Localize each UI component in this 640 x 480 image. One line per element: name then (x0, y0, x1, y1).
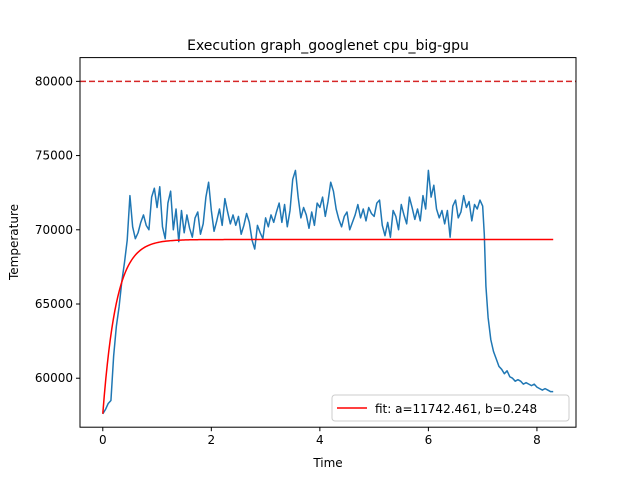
legend-entry-fit: fit: a=11742.461, b=0.248 (375, 402, 537, 416)
x-tick-label: 8 (533, 433, 541, 447)
y-axis-label: Temperature (7, 204, 21, 281)
y-tick-label: 60000 (35, 371, 73, 385)
fit-curve-line (102, 238, 554, 414)
y-tick-label: 65000 (35, 297, 73, 311)
y-tick-label: 80000 (35, 74, 73, 88)
y-tick-label: 75000 (35, 149, 73, 163)
plot-area (80, 80, 576, 415)
chart-title: Execution graph_googlenet cpu_big-gpu (187, 38, 469, 54)
axis-ticks: 0 2 4 6 8 60000 65000 70000 75000 80000 (35, 74, 541, 447)
x-axis-label: Time (312, 456, 342, 470)
x-tick-label: 6 (425, 433, 433, 447)
x-tick-label: 0 (99, 433, 107, 447)
series-temperature-line (102, 169, 554, 415)
x-tick-label: 2 (208, 433, 216, 447)
legend: fit: a=11742.461, b=0.248 (331, 394, 570, 422)
y-tick-label: 70000 (35, 223, 73, 237)
legend-box (331, 394, 570, 422)
axes-frame (79, 57, 577, 428)
x-tick-label: 4 (316, 433, 324, 447)
